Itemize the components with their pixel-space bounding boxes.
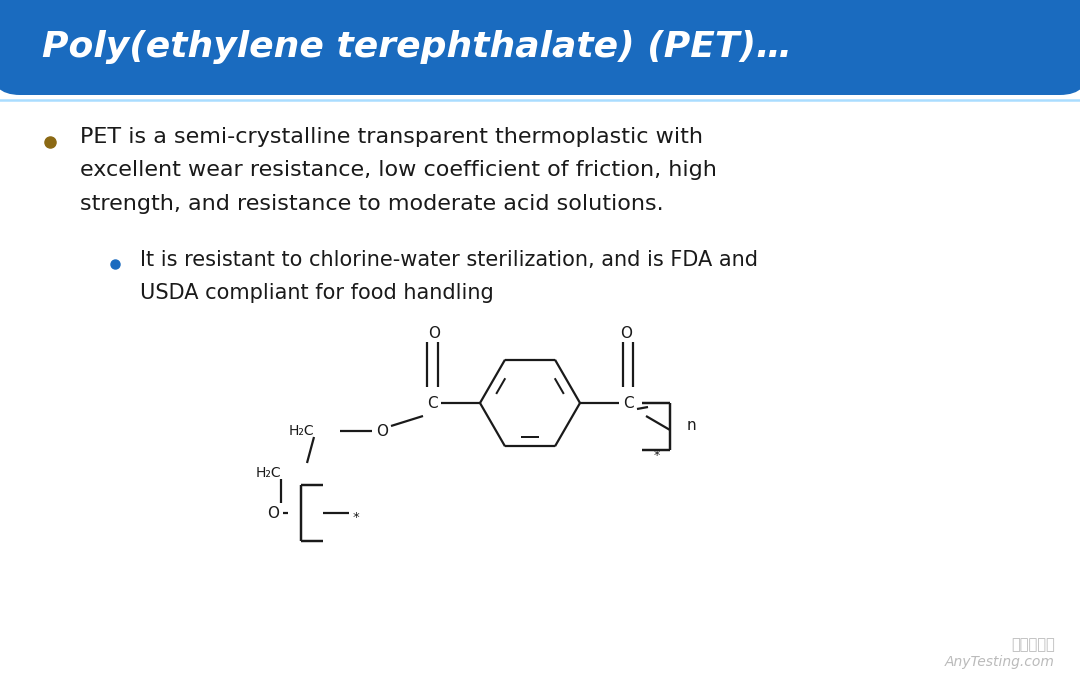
Text: Poly(ethylene terephthalate) (PET)…: Poly(ethylene terephthalate) (PET)… (42, 30, 792, 65)
Text: O: O (428, 327, 440, 342)
Text: USDA compliant for food handling: USDA compliant for food handling (140, 283, 494, 303)
Text: 嘉峪检测网: 嘉峪检测网 (1011, 637, 1055, 653)
Text: C: C (623, 396, 633, 410)
Text: n: n (687, 418, 697, 433)
Text: O: O (620, 327, 632, 342)
Text: AnyTesting.com: AnyTesting.com (945, 655, 1055, 669)
Text: H₂C: H₂C (288, 424, 314, 438)
Text: PET is a semi-crystalline transparent thermoplastic with: PET is a semi-crystalline transparent th… (80, 127, 703, 147)
Text: strength, and resistance to moderate acid solutions.: strength, and resistance to moderate aci… (80, 194, 663, 214)
Text: H₂C: H₂C (255, 466, 281, 480)
FancyBboxPatch shape (0, 0, 1080, 95)
Text: C: C (427, 396, 437, 410)
Text: *: * (653, 448, 660, 462)
Text: *: * (353, 512, 360, 524)
Text: excellent wear resistance, low coefficient of friction, high: excellent wear resistance, low coefficie… (80, 161, 717, 180)
Text: O: O (376, 423, 388, 439)
Text: O: O (267, 506, 279, 520)
Text: It is resistant to chlorine-water sterilization, and is FDA and: It is resistant to chlorine-water steril… (140, 250, 758, 269)
